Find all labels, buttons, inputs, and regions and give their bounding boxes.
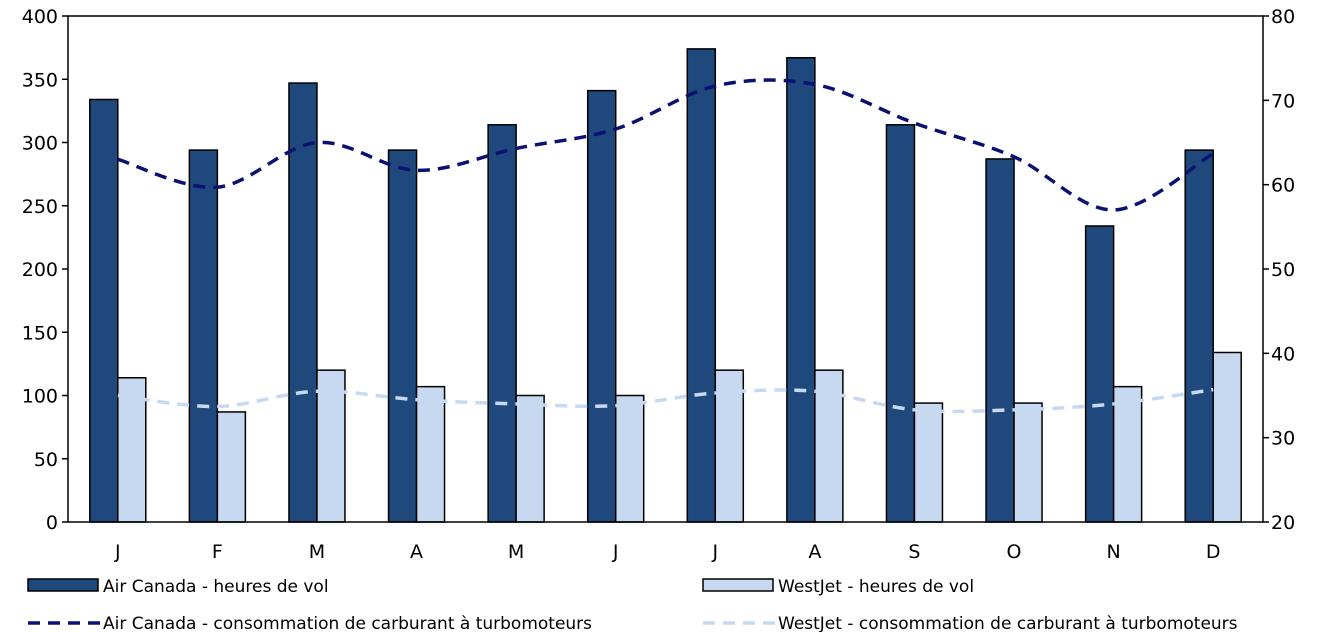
left-tick-label: 400 xyxy=(22,6,58,28)
line-series-2 xyxy=(117,387,1214,414)
bar-series-1-12 xyxy=(1184,149,1214,523)
right-tick-label: 80 xyxy=(1271,6,1295,28)
left-tick-label: 100 xyxy=(22,386,58,408)
bar-series-2-6 xyxy=(614,394,645,523)
bar-series-1-8 xyxy=(786,56,816,523)
bar-series-2-11 xyxy=(1112,385,1143,523)
left-tick-label: 0 xyxy=(46,512,58,534)
legend-label: WestJet - consommation de carburant à tu… xyxy=(778,614,1238,632)
bar-series-1-5 xyxy=(487,124,517,523)
bar-series-2-12 xyxy=(1212,351,1242,523)
left-tick-label: 250 xyxy=(22,196,58,218)
plot-area-frame xyxy=(67,15,1264,523)
x-tick-label: F xyxy=(212,541,223,563)
right-tick-label: 60 xyxy=(1271,175,1295,197)
left-y-axis: 0 50 100 150 200 250 300 350 400 xyxy=(22,6,68,534)
bar-series-2-10 xyxy=(1013,402,1043,523)
left-tick-label: 300 xyxy=(22,133,58,155)
legend-swatch xyxy=(702,578,774,592)
bar-series-1-4 xyxy=(387,149,418,523)
bar-series-2-1 xyxy=(117,377,147,523)
x-tick-label: J xyxy=(711,541,718,563)
bar-series-2-5 xyxy=(515,394,545,523)
bar-series-2-2 xyxy=(216,411,247,523)
line-series-1 xyxy=(117,78,1215,212)
x-tick-label: N xyxy=(1107,541,1121,563)
x-tick-label: A xyxy=(410,541,423,563)
left-tick-label: 350 xyxy=(22,69,58,91)
bar-series-2-9 xyxy=(913,402,944,523)
x-tick-label: S xyxy=(908,541,920,563)
bar-series-2-4 xyxy=(415,385,446,523)
legend-item-4: WestJet - consommation de carburant à tu… xyxy=(703,614,1238,632)
right-tick-label: 20 xyxy=(1271,512,1295,534)
bar-series-1-11 xyxy=(1084,225,1115,523)
bars-layer xyxy=(89,48,1242,523)
bar-series-1-6 xyxy=(586,89,617,523)
bar-series-1-10 xyxy=(985,158,1015,523)
bar-series-1-2 xyxy=(188,149,219,523)
x-tick-label: J xyxy=(612,541,619,563)
left-tick-label: 150 xyxy=(22,322,58,344)
legend-item-2: WestJet - heures de vol xyxy=(702,577,974,597)
bar-series-1-1 xyxy=(89,98,119,523)
right-tick-label: 30 xyxy=(1271,428,1295,450)
x-tick-label: D xyxy=(1206,541,1221,563)
bar-series-2-7 xyxy=(714,369,745,523)
x-tick-label: A xyxy=(808,541,821,563)
legend-label: Air Canada - consommation de carburant à… xyxy=(103,614,592,632)
legend-item-3: Air Canada - consommation de carburant à… xyxy=(28,614,592,632)
left-tick-label: 50 xyxy=(34,449,58,471)
x-tick-label: M xyxy=(508,541,524,563)
x-tick-label: M xyxy=(309,541,325,563)
legend-label: Air Canada - heures de vol xyxy=(103,577,329,597)
legend-label: WestJet - heures de vol xyxy=(778,577,974,597)
bar-series-1-7 xyxy=(686,48,717,523)
right-y-axis: 20 30 40 50 60 70 80 xyxy=(1263,6,1295,534)
right-tick-label: 70 xyxy=(1271,90,1295,112)
legend-swatch xyxy=(27,578,99,592)
x-tick-label: O xyxy=(1007,541,1022,563)
bar-series-1-9 xyxy=(885,124,916,523)
x-tick-label: J xyxy=(114,541,121,563)
right-tick-label: 50 xyxy=(1271,259,1295,281)
bar-series-1-3 xyxy=(288,82,318,523)
lines-layer xyxy=(117,78,1215,414)
right-tick-label: 40 xyxy=(1271,343,1295,365)
legend: Air Canada - heures de vol WestJet - heur… xyxy=(27,577,1238,632)
legend-item-1: Air Canada - heures de vol xyxy=(27,577,329,597)
left-tick-label: 200 xyxy=(22,259,58,281)
